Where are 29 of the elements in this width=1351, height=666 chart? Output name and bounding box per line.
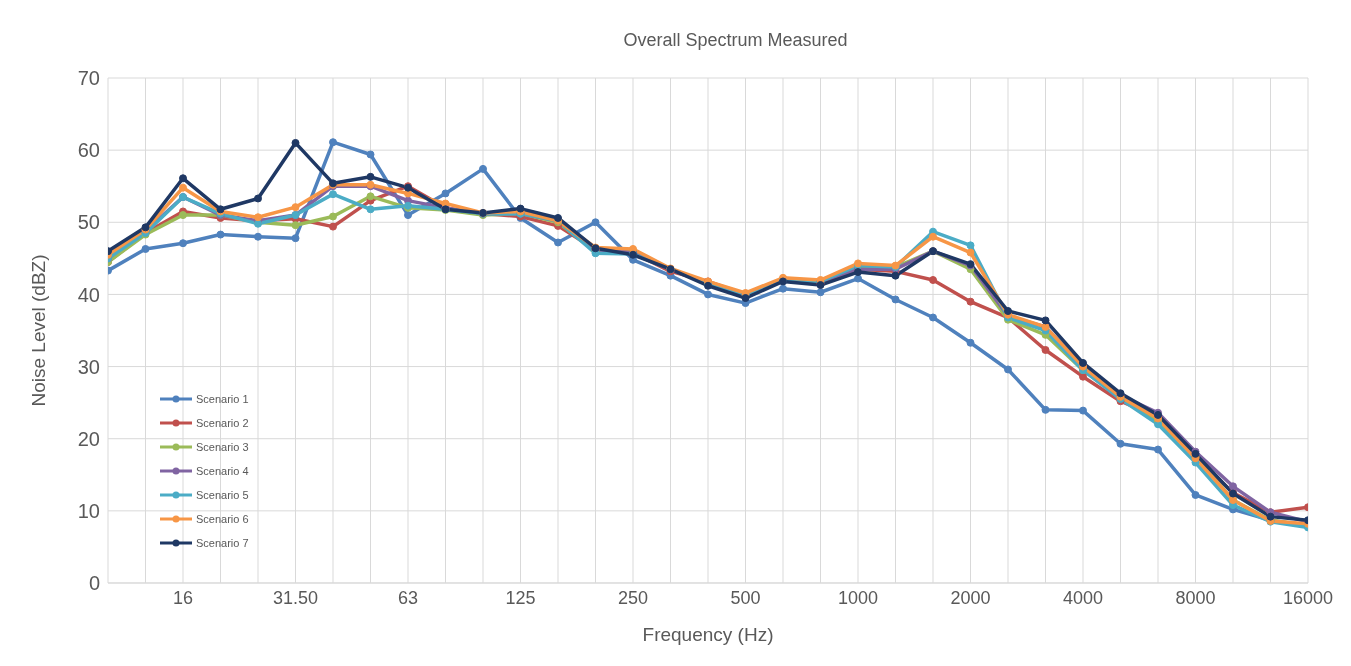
- x-tick-label: 16: [172, 587, 194, 608]
- y-tick-label: 10: [77, 499, 100, 522]
- x-axis-title: Frequency (Hz): [642, 624, 774, 645]
- x-tick-label: 125: [505, 587, 536, 608]
- y-axis-title: Noise Level (dBZ): [27, 254, 49, 407]
- x-tick-label: 1000: [837, 587, 879, 608]
- legend-label: Scenario 1: [196, 393, 249, 405]
- x-tick-label: 2000: [950, 587, 991, 608]
- chart-title: Overall Spectrum Measured: [622, 30, 849, 51]
- legend-label: Scenario 5: [196, 489, 249, 501]
- x-tick-label: 8000: [1175, 587, 1216, 608]
- y-tick-label: 60: [77, 139, 100, 162]
- legend-label: Scenario 3: [196, 441, 249, 453]
- legend-label: Scenario 7: [196, 537, 249, 549]
- x-tick-label: 16000: [1282, 587, 1334, 608]
- y-tick-label: 20: [77, 427, 100, 450]
- y-tick-label: 50: [77, 211, 100, 234]
- legend-label: Scenario 6: [196, 513, 249, 525]
- y-tick-label: 40: [77, 283, 100, 306]
- y-tick-label: 0: [88, 572, 100, 595]
- legend-label: Scenario 2: [196, 417, 249, 429]
- x-tick-label: 500: [730, 587, 761, 608]
- x-tick-label: 63: [397, 587, 419, 608]
- y-tick-label: 70: [77, 67, 100, 90]
- y-tick-label: 30: [77, 355, 100, 378]
- x-tick-label: 250: [617, 587, 649, 608]
- x-tick-label: 4000: [1062, 587, 1104, 608]
- x-tick-label: 31.50: [272, 587, 319, 608]
- legend-label: Scenario 4: [196, 465, 249, 477]
